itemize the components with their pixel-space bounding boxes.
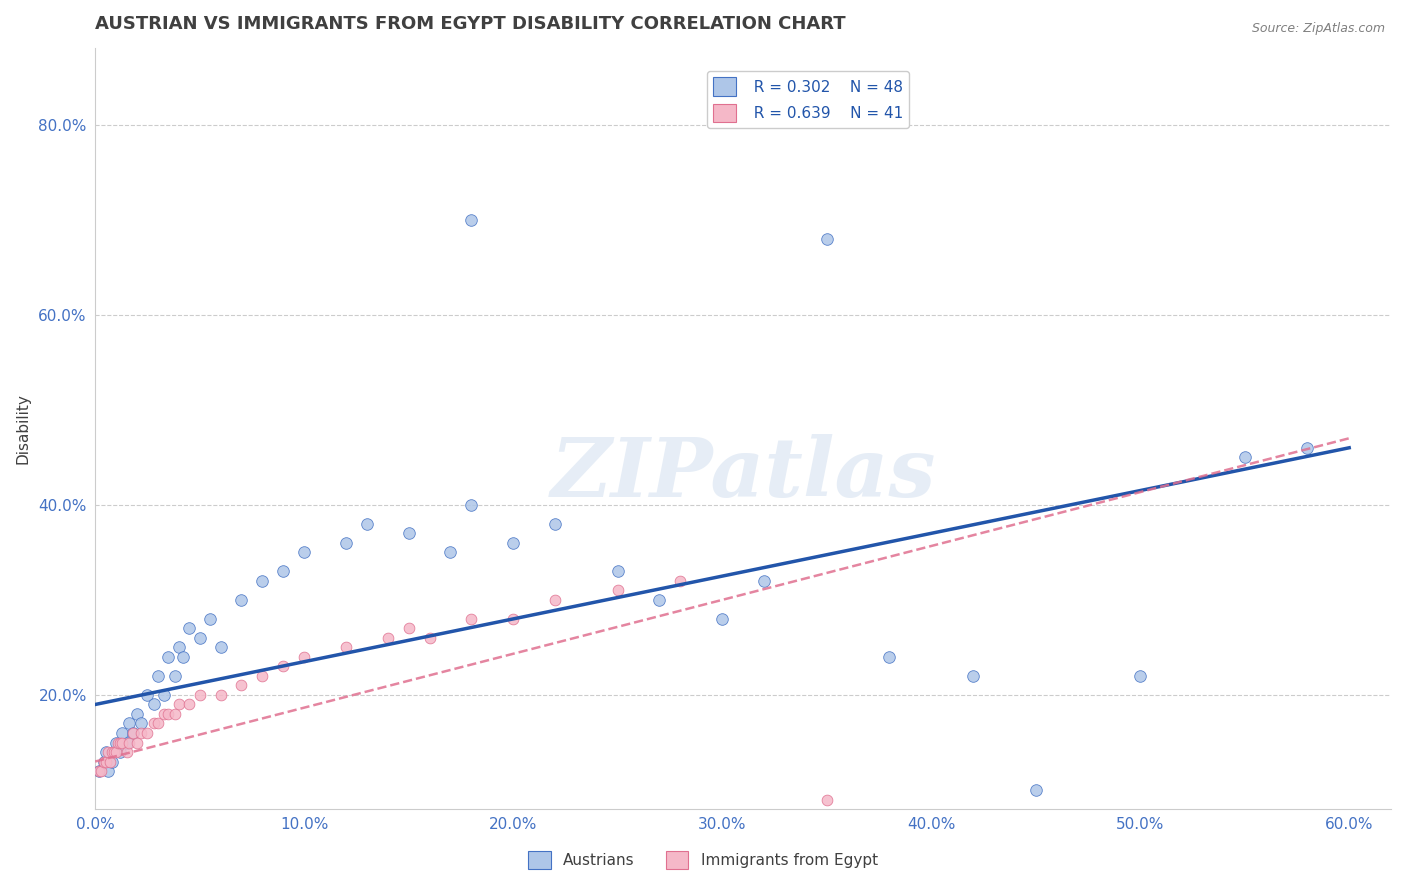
Point [115, 745, 138, 759]
Point [121, 726, 143, 740]
Point [94, 745, 117, 759]
Point [111, 735, 134, 749]
Point [125, 706, 148, 721]
Point [335, 536, 357, 550]
Point [172, 649, 194, 664]
Text: ZIPatlas: ZIPatlas [550, 434, 936, 515]
Point [815, 792, 838, 806]
Point [752, 574, 775, 588]
Point [188, 688, 211, 702]
Point [544, 593, 567, 607]
Point [121, 726, 143, 740]
Point [125, 735, 148, 749]
Point [142, 716, 165, 731]
Point [136, 726, 159, 740]
Point [93, 755, 115, 769]
Point [163, 706, 186, 721]
Text: AUSTRIAN VS IMMIGRANTS FROM EGYPT DISABILITY CORRELATION CHART: AUSTRIAN VS IMMIGRANTS FROM EGYPT DISABI… [96, 15, 846, 33]
Point [398, 526, 420, 541]
Point [377, 631, 399, 645]
Point [1025, 783, 1047, 797]
Point [188, 631, 211, 645]
Point [157, 706, 180, 721]
Point [105, 735, 128, 749]
Point [163, 669, 186, 683]
Point [271, 659, 294, 673]
Point [815, 231, 838, 245]
Point [460, 498, 482, 512]
Point [146, 669, 169, 683]
Point [669, 574, 692, 588]
Point [89, 764, 111, 778]
Point [101, 755, 124, 769]
Point [544, 516, 567, 531]
Point [167, 640, 190, 655]
Y-axis label: Disability: Disability [15, 393, 30, 464]
Point [606, 583, 628, 598]
Point [231, 593, 253, 607]
Point [231, 678, 253, 692]
Point [105, 745, 128, 759]
Point [292, 649, 315, 664]
Point [115, 735, 138, 749]
Point [179, 698, 201, 712]
Point [648, 593, 671, 607]
Point [879, 649, 901, 664]
Point [606, 565, 628, 579]
Point [398, 622, 420, 636]
Point [419, 631, 441, 645]
Point [252, 574, 274, 588]
Point [157, 649, 180, 664]
Point [209, 688, 232, 702]
Point [89, 764, 111, 778]
Point [153, 688, 176, 702]
Point [1296, 441, 1319, 455]
Point [110, 735, 132, 749]
Point [711, 612, 734, 626]
Point [460, 212, 482, 227]
Point [356, 516, 378, 531]
Point [502, 612, 524, 626]
Point [90, 764, 112, 778]
Point [136, 688, 159, 702]
Legend: Austrians, Immigrants from Egypt: Austrians, Immigrants from Egypt [522, 845, 884, 875]
Point [97, 764, 120, 778]
Text: Source: ZipAtlas.com: Source: ZipAtlas.com [1251, 22, 1385, 36]
Point [94, 755, 117, 769]
Point [146, 716, 169, 731]
Point [103, 745, 125, 759]
Point [129, 726, 152, 740]
Point [107, 735, 129, 749]
Point [209, 640, 232, 655]
Point [98, 755, 121, 769]
Point [962, 669, 984, 683]
Point [129, 716, 152, 731]
Legend:   R = 0.302    N = 48,   R = 0.639    N = 41: R = 0.302 N = 48, R = 0.639 N = 41 [707, 71, 908, 128]
Point [1233, 450, 1256, 465]
Point [292, 545, 315, 559]
Point [179, 622, 201, 636]
Point [1129, 669, 1152, 683]
Point [335, 640, 357, 655]
Point [93, 755, 115, 769]
Point [111, 726, 134, 740]
Point [142, 698, 165, 712]
Point [101, 745, 124, 759]
Point [252, 669, 274, 683]
Point [460, 612, 482, 626]
Point [198, 612, 221, 626]
Point [117, 735, 139, 749]
Point [439, 545, 461, 559]
Point [153, 706, 176, 721]
Point [271, 565, 294, 579]
Point [117, 716, 139, 731]
Point [502, 536, 524, 550]
Point [110, 745, 132, 759]
Point [97, 745, 120, 759]
Point [167, 698, 190, 712]
